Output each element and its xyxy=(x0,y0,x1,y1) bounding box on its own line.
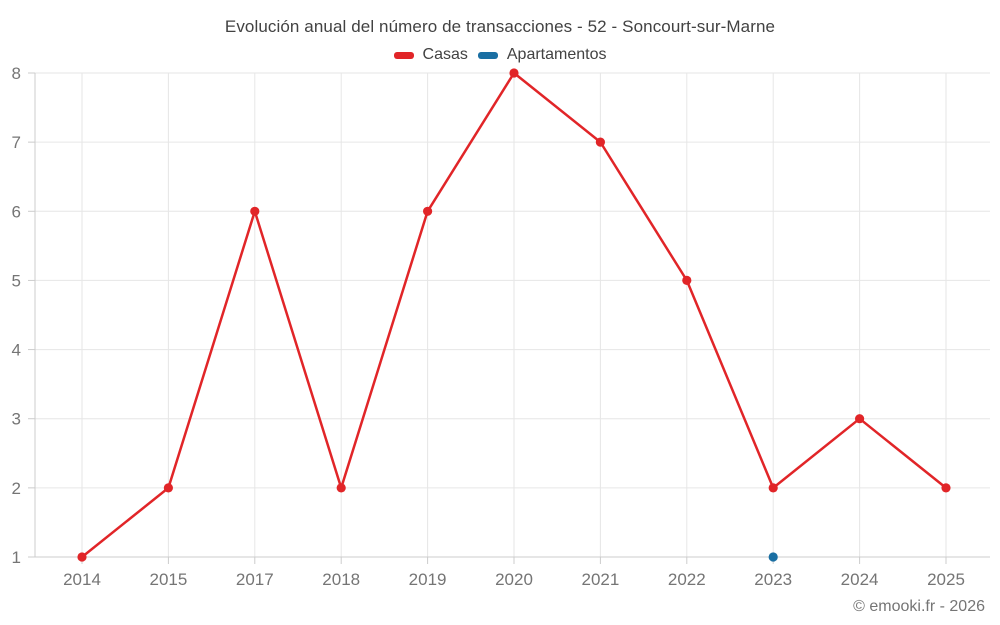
x-axis-tick-label: 2023 xyxy=(754,570,792,589)
data-point-casas-2018[interactable] xyxy=(336,483,346,493)
y-axis-tick-label: 2 xyxy=(12,479,21,498)
y-axis-tick-label: 7 xyxy=(12,133,21,152)
y-axis-tick-label: 3 xyxy=(12,410,21,429)
legend-label-apartamentos: Apartamentos xyxy=(506,46,607,63)
data-point-casas-2023[interactable] xyxy=(768,483,778,493)
x-axis-tick-label: 2025 xyxy=(927,570,965,589)
x-axis-tick-label: 2018 xyxy=(322,570,360,589)
data-point-casas-2015[interactable] xyxy=(163,483,173,493)
x-axis-tick-label: 2024 xyxy=(841,570,879,589)
legend: Casas Apartamentos xyxy=(0,46,1000,64)
data-point-casas-2020[interactable] xyxy=(509,68,519,78)
data-point-casas-2017[interactable] xyxy=(250,206,260,216)
legend-swatch-apartamentos-icon xyxy=(477,51,498,59)
legend-swatch-casas-icon xyxy=(393,51,414,59)
y-axis-tick-label: 5 xyxy=(12,271,21,290)
x-axis-tick-label: 2020 xyxy=(495,570,533,589)
data-point-apartamentos-2023[interactable] xyxy=(768,552,778,562)
x-axis-tick-label: 2015 xyxy=(149,570,187,589)
legend-item-apartamentos[interactable]: Apartamentos xyxy=(477,46,607,64)
y-axis-tick-label: 6 xyxy=(12,202,21,221)
legend-label-casas: Casas xyxy=(422,46,468,63)
legend-item-casas[interactable]: Casas xyxy=(393,46,468,64)
data-point-casas-2014[interactable] xyxy=(77,552,87,562)
data-point-casas-2024[interactable] xyxy=(855,414,865,424)
chart-title: Evolución anual del número de transaccio… xyxy=(224,17,776,36)
data-point-casas-2019[interactable] xyxy=(423,206,433,216)
data-point-casas-2021[interactable] xyxy=(595,137,606,147)
x-axis-tick-label: 2022 xyxy=(668,570,706,589)
y-axis-tick-label: 1 xyxy=(12,548,21,567)
x-axis-tick-label: 2014 xyxy=(63,570,101,589)
x-axis-tick-label: 2017 xyxy=(236,570,274,589)
data-point-casas-2025[interactable] xyxy=(941,483,951,493)
y-axis-tick-label: 8 xyxy=(12,64,21,83)
x-axis-tick-label: 2019 xyxy=(409,570,447,589)
x-axis-tick-label: 2021 xyxy=(581,570,619,589)
copyright-text: © emooki.fr - 2026 xyxy=(853,598,985,615)
y-axis-tick-label: 4 xyxy=(12,341,21,360)
data-point-casas-2022[interactable] xyxy=(682,275,692,285)
